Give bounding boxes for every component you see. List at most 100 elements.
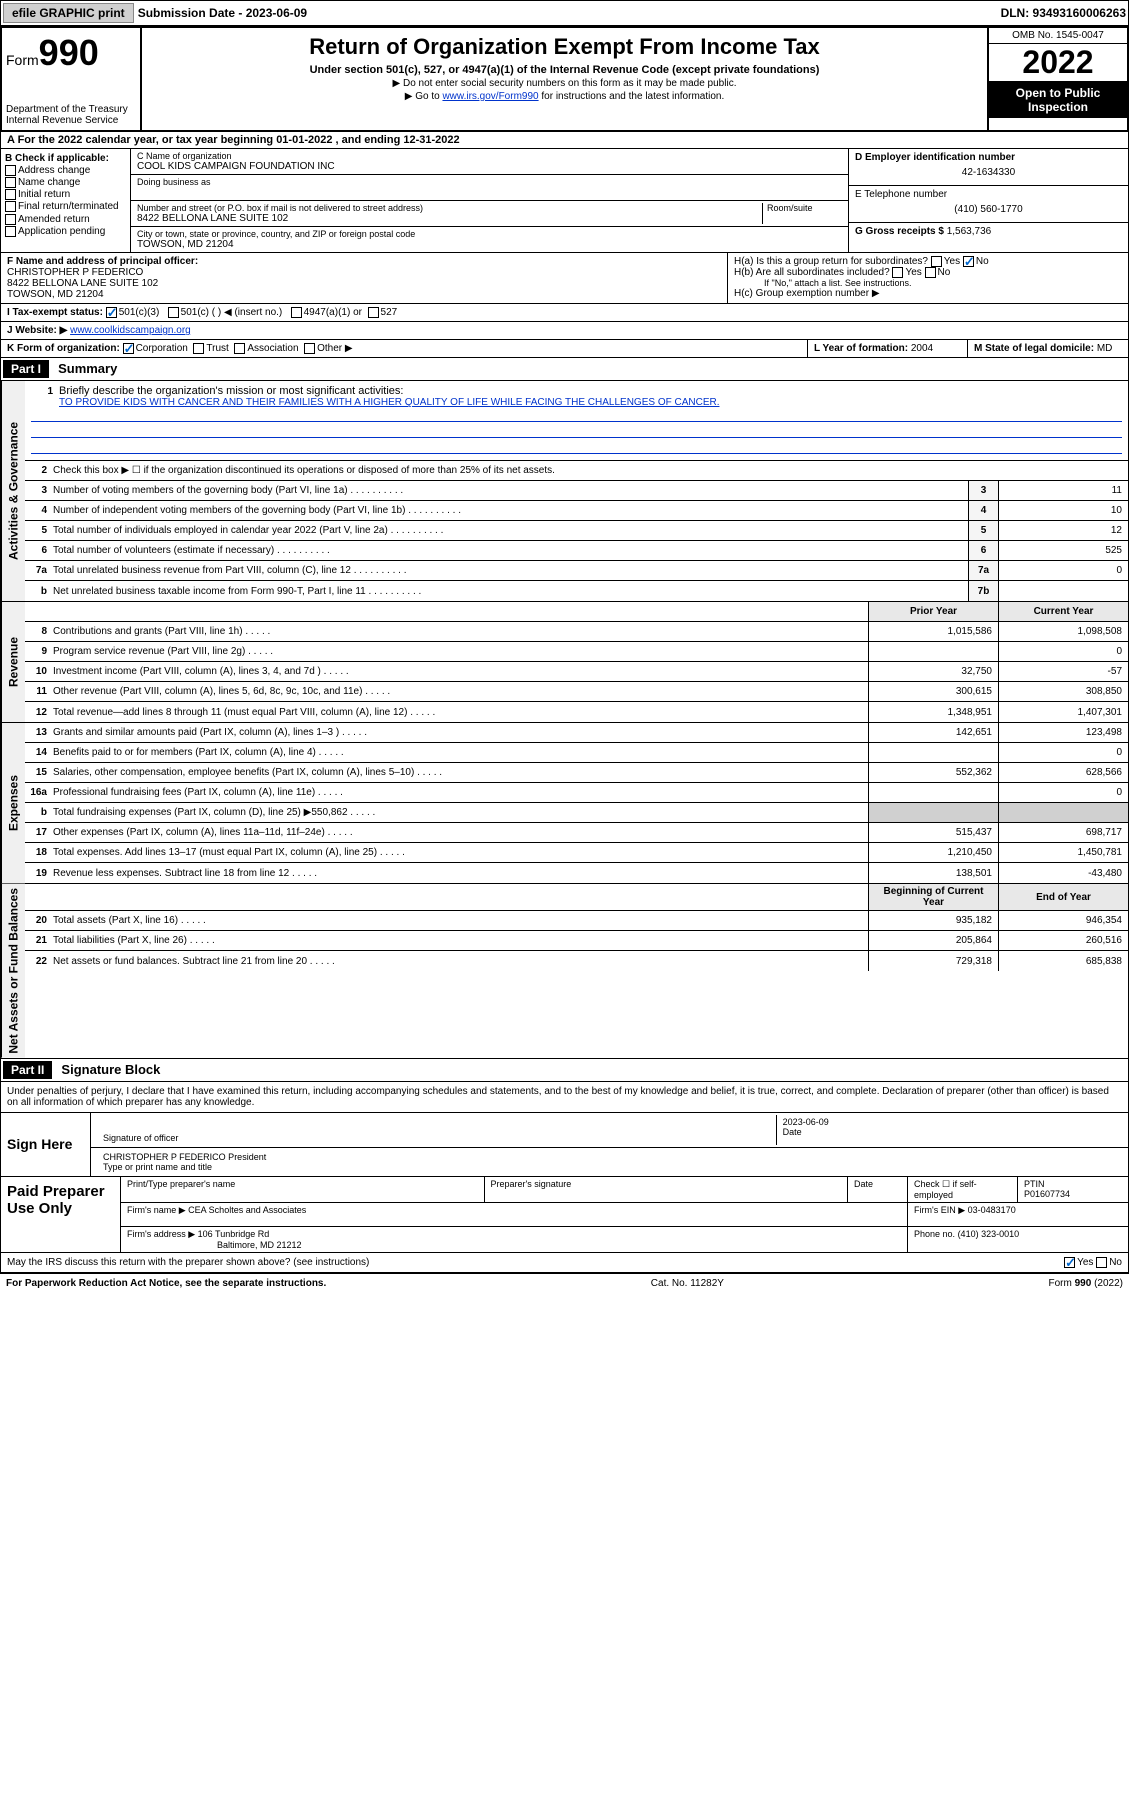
sign-here-label: Sign Here — [1, 1113, 91, 1176]
website-link[interactable]: www.coolkidscampaign.org — [70, 325, 191, 336]
hb-label: H(b) Are all subordinates included? Yes … — [734, 267, 1122, 278]
ptin-label: PTIN — [1024, 1179, 1045, 1189]
summary-line: 5Total number of individuals employed in… — [25, 521, 1128, 541]
mission-text: TO PROVIDE KIDS WITH CANCER AND THEIR FA… — [31, 397, 719, 408]
note-ssn: ▶ Do not enter social security numbers o… — [148, 78, 981, 89]
footer-center: Cat. No. 11282Y — [651, 1278, 724, 1289]
activities-governance-block: Activities & Governance 1Briefly describ… — [0, 381, 1129, 602]
check-527[interactable] — [368, 307, 379, 318]
firm-addr-label: Firm's address ▶ — [127, 1229, 195, 1239]
officer-addr: 8422 BELLONA LANE SUITE 102 — [7, 278, 721, 289]
dept-label: Department of the Treasury — [6, 104, 136, 115]
efile-print-button[interactable]: efile GRAPHIC print — [3, 3, 134, 23]
summary-line: 13Grants and similar amounts paid (Part … — [25, 723, 1128, 743]
summary-line: 4Number of independent voting members of… — [25, 501, 1128, 521]
perjury-statement: Under penalties of perjury, I declare th… — [1, 1082, 1128, 1113]
summary-line: 8Contributions and grants (Part VIII, li… — [25, 622, 1128, 642]
website-label: J Website: ▶ — [7, 325, 67, 336]
check-501c3[interactable] — [106, 307, 117, 318]
prep-name-label: Print/Type preparer's name — [121, 1177, 485, 1202]
firm-city: Baltimore, MD 21212 — [127, 1240, 302, 1250]
check-4947[interactable] — [291, 307, 302, 318]
summary-line: 7aTotal unrelated business revenue from … — [25, 561, 1128, 581]
check-initial-return[interactable]: Initial return — [5, 189, 126, 200]
ha-yes[interactable] — [931, 256, 942, 267]
firm-ein-label: Firm's EIN ▶ — [914, 1205, 965, 1215]
summary-line: 14Benefits paid to or for members (Part … — [25, 743, 1128, 763]
phone-label: E Telephone number — [855, 189, 1122, 200]
expenses-block: Expenses 13Grants and similar amounts pa… — [0, 723, 1129, 884]
dln-label: DLN: 93493160006263 — [1001, 6, 1126, 20]
part2-title: Signature Block — [55, 1062, 160, 1077]
net-assets-block: Net Assets or Fund Balances Beginning of… — [0, 884, 1129, 1059]
check-self-employed[interactable]: Check ☐ if self-employed — [908, 1177, 1018, 1202]
row-j: J Website: ▶ www.coolkidscampaign.org — [0, 322, 1129, 340]
firm-addr: 106 Tunbridge Rd — [198, 1229, 270, 1239]
hb-note: If "No," attach a list. See instructions… — [734, 278, 1122, 288]
ein-value: 42-1634330 — [855, 163, 1122, 182]
part1-badge: Part I — [3, 360, 49, 378]
year-formation-label: L Year of formation: — [814, 343, 908, 354]
open-public-badge: Open to Public Inspection — [989, 82, 1127, 118]
column-b: B Check if applicable: Address change Na… — [1, 149, 131, 252]
summary-line: 22Net assets or fund balances. Subtract … — [25, 951, 1128, 971]
discuss-no[interactable] — [1096, 1257, 1107, 1268]
summary-line: 18Total expenses. Add lines 13–17 (must … — [25, 843, 1128, 863]
sig-officer-label: Signature of officer — [103, 1133, 770, 1143]
header-grid: B Check if applicable: Address change Na… — [0, 149, 1129, 253]
irs-link[interactable]: www.irs.gov/Form990 — [442, 91, 538, 102]
column-c: C Name of organization COOL KIDS CAMPAIG… — [131, 149, 848, 252]
note-goto: ▶ Go to www.irs.gov/Form990 for instruct… — [148, 91, 981, 102]
firm-phone: (410) 323-0010 — [958, 1229, 1020, 1239]
room-label: Room/suite — [767, 203, 842, 213]
line2-text: Check this box ▶ ☐ if the organization d… — [53, 463, 1128, 478]
check-address-change[interactable]: Address change — [5, 165, 126, 176]
discuss-yes[interactable] — [1064, 1257, 1075, 1268]
form-number: 990 — [39, 32, 99, 73]
row-f-h: F Name and address of principal officer:… — [0, 253, 1129, 304]
part1-header-row: Part I Summary — [0, 358, 1129, 381]
ha-no[interactable] — [963, 256, 974, 267]
form-subtitle: Under section 501(c), 527, or 4947(a)(1)… — [148, 64, 981, 76]
check-assoc[interactable] — [234, 343, 245, 354]
signature-block: Under penalties of perjury, I declare th… — [0, 1082, 1129, 1273]
check-amended[interactable]: Amended return — [5, 214, 126, 225]
check-application-pending[interactable]: Application pending — [5, 226, 126, 237]
summary-line: bNet unrelated business taxable income f… — [25, 581, 1128, 601]
column-right: D Employer identification number 42-1634… — [848, 149, 1128, 252]
prep-sig-label: Preparer's signature — [485, 1177, 849, 1202]
check-other[interactable] — [304, 343, 315, 354]
check-corp[interactable] — [123, 343, 134, 354]
part1-title: Summary — [52, 361, 117, 376]
summary-line: 20Total assets (Part X, line 16) . . . .… — [25, 911, 1128, 931]
summary-line: 3Number of voting members of the governi… — [25, 481, 1128, 501]
sig-date-value: 2023-06-09 — [783, 1117, 1116, 1127]
hb-yes[interactable] — [892, 267, 903, 278]
irs-label: Internal Revenue Service — [6, 115, 136, 126]
firm-phone-label: Phone no. — [914, 1229, 955, 1239]
omb-number: OMB No. 1545-0047 — [989, 28, 1127, 44]
submission-date: Submission Date - 2023-06-09 — [138, 6, 307, 20]
check-trust[interactable] — [193, 343, 204, 354]
top-bar: efile GRAPHIC print Submission Date - 20… — [0, 0, 1129, 26]
org-name-label: C Name of organization — [137, 151, 842, 161]
sidebar-revenue: Revenue — [1, 602, 25, 722]
gross-label: G Gross receipts $ — [855, 226, 944, 237]
gross-value: 1,563,736 — [947, 226, 992, 237]
summary-line: 17Other expenses (Part IX, column (A), l… — [25, 823, 1128, 843]
check-name-change[interactable]: Name change — [5, 177, 126, 188]
sidebar-expenses: Expenses — [1, 723, 25, 883]
sig-date-label: Date — [783, 1127, 1116, 1137]
section-a: A For the 2022 calendar year, or tax yea… — [0, 132, 1129, 149]
hb-no[interactable] — [925, 267, 936, 278]
summary-line: 11Other revenue (Part VIII, column (A), … — [25, 682, 1128, 702]
line1-text: Briefly describe the organization's miss… — [59, 385, 403, 397]
check-501c[interactable] — [168, 307, 179, 318]
revenue-block: Revenue Prior Year Current Year 8Contrib… — [0, 602, 1129, 723]
check-final-return[interactable]: Final return/terminated — [5, 201, 126, 212]
officer-name: CHRISTOPHER P FEDERICO — [7, 267, 721, 278]
city-label: City or town, state or province, country… — [137, 229, 842, 239]
summary-line: 6Total number of volunteers (estimate if… — [25, 541, 1128, 561]
end-year-header: End of Year — [998, 884, 1128, 910]
org-city: TOWSON, MD 21204 — [137, 239, 842, 250]
